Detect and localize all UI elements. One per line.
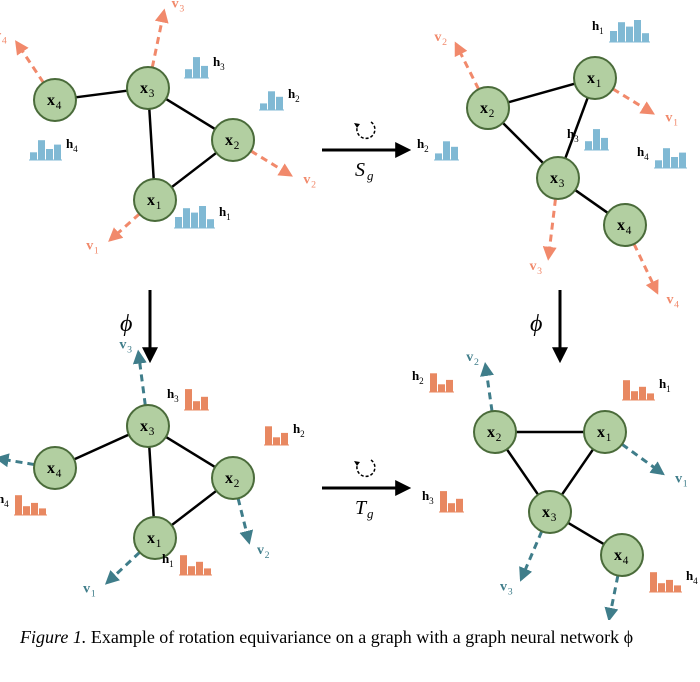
svg-text:3: 3 [127,344,132,355]
svg-text:3: 3 [174,394,179,404]
svg-text:v: v [500,580,507,595]
svg-text:2: 2 [496,432,502,444]
svg-text:4: 4 [56,100,62,112]
svg-text:2: 2 [295,94,300,104]
svg-text:x: x [47,92,55,109]
svg-text:2: 2 [424,144,429,154]
svg-text:x: x [542,504,550,521]
svg-text:v: v [665,110,672,125]
svg-text:v: v [466,350,473,365]
svg-text:v: v [303,172,310,187]
svg-text:x: x [147,192,155,209]
svg-text:v: v [434,30,441,45]
svg-text:4: 4 [56,468,62,480]
svg-text:2: 2 [234,478,240,490]
svg-text:4: 4 [644,152,649,162]
svg-text:4: 4 [4,499,9,509]
figure-caption: Figure 1. Example of rotation equivarian… [20,625,680,649]
svg-text:2: 2 [300,429,305,439]
svg-text:3: 3 [559,178,565,190]
svg-text:3: 3 [149,426,155,438]
svg-text:v: v [529,259,536,274]
svg-text:3: 3 [179,3,184,14]
svg-text:g: g [367,168,374,183]
svg-text:g: g [367,506,374,521]
svg-text:2: 2 [489,108,495,120]
svg-text:1: 1 [91,588,96,599]
svg-text:1: 1 [596,78,602,90]
svg-text:v: v [119,337,126,352]
svg-text:x: x [225,132,233,149]
svg-text:2: 2 [474,357,479,368]
svg-text:1: 1 [156,200,162,212]
svg-text:2: 2 [265,550,270,561]
svg-text:1: 1 [226,212,231,222]
svg-text:1: 1 [673,117,678,128]
svg-text:x: x [587,70,595,87]
svg-text:4: 4 [674,299,679,310]
svg-text:3: 3 [508,587,513,598]
svg-text:x: x [614,547,622,564]
svg-text:3: 3 [149,88,155,100]
svg-text:2: 2 [419,376,424,386]
svg-text:v: v [257,543,264,558]
svg-text:S: S [355,159,365,181]
svg-text:v: v [172,0,179,11]
svg-text:x: x [140,80,148,97]
svg-text:x: x [480,100,488,117]
svg-text:v: v [83,581,90,596]
svg-text:3: 3 [220,62,225,72]
svg-text:x: x [147,530,155,547]
svg-text:ϕ: ϕ [530,311,542,337]
svg-text:1: 1 [156,538,162,550]
svg-text:1: 1 [599,26,604,36]
svg-text:1: 1 [94,245,99,256]
svg-text:x: x [617,217,625,234]
figure-diagram-area: v1v2v3v4x1x2x3x4h1h2h3h4v1v2v3v4x1x2x3x4… [0,0,700,620]
caption-text: Example of rotation equivariance on a gr… [91,627,633,647]
svg-text:4: 4 [693,576,698,586]
svg-text:ϕ: ϕ [120,311,132,337]
svg-text:v: v [666,292,673,307]
svg-text:x: x [140,418,148,435]
svg-text:x: x [597,424,605,441]
svg-text:4: 4 [2,36,7,47]
svg-text:3: 3 [537,266,542,277]
svg-text:3: 3 [551,512,557,524]
svg-text:v: v [675,471,682,486]
svg-text:4: 4 [623,555,629,567]
svg-text:1: 1 [169,559,174,569]
svg-text:3: 3 [574,134,579,144]
svg-text:1: 1 [666,384,671,394]
svg-text:1: 1 [683,478,688,489]
svg-text:v: v [86,238,93,253]
svg-text:2: 2 [311,179,316,190]
figure-number: Figure 1. [20,627,91,647]
svg-text:2: 2 [234,140,240,152]
svg-text:4: 4 [73,144,78,154]
svg-text:x: x [225,470,233,487]
svg-text:x: x [487,424,495,441]
equivariance-diagram: v1v2v3v4x1x2x3x4h1h2h3h4v1v2v3v4x1x2x3x4… [0,0,700,620]
svg-text:3: 3 [429,496,434,506]
svg-text:2: 2 [442,37,447,48]
svg-text:x: x [47,460,55,477]
svg-text:x: x [550,170,558,187]
svg-text:4: 4 [626,225,632,237]
svg-text:1: 1 [606,432,612,444]
